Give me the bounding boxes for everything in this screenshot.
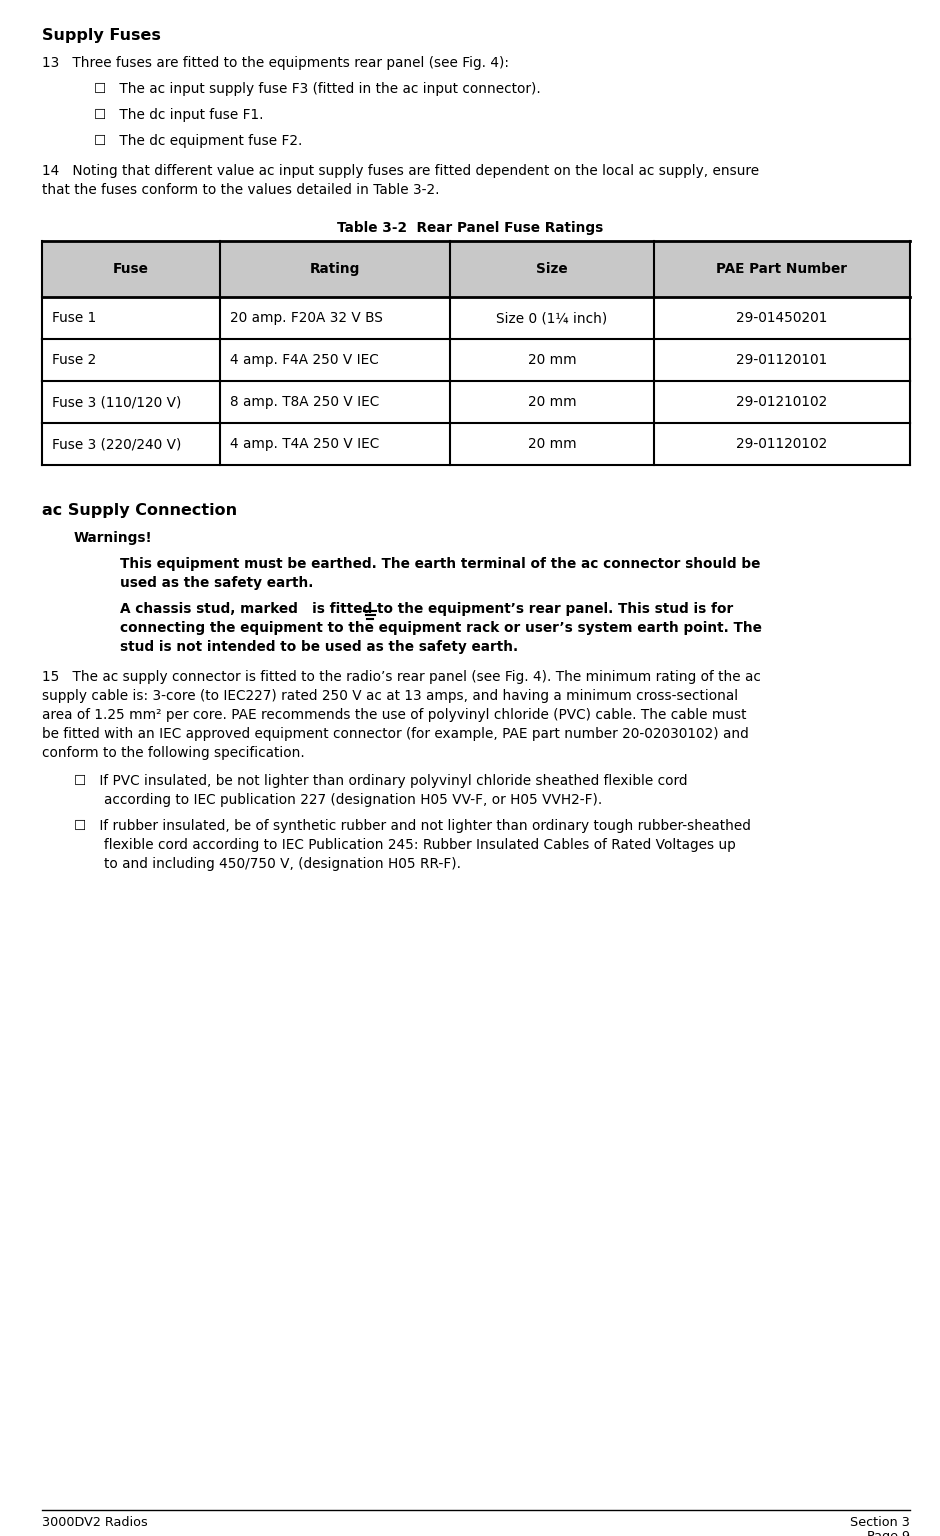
Text: Page 9: Page 9 — [867, 1530, 910, 1536]
Text: 29-01210102: 29-01210102 — [736, 395, 827, 409]
Text: to and including 450/750 V, (designation H05 RR-F).: to and including 450/750 V, (designation… — [104, 857, 461, 871]
Text: 29-01120102: 29-01120102 — [736, 438, 827, 452]
Text: ☐   If PVC insulated, be not lighter than ordinary polyvinyl chloride sheathed f: ☐ If PVC insulated, be not lighter than … — [74, 774, 687, 788]
Text: 3000DV2 Radios: 3000DV2 Radios — [42, 1516, 148, 1528]
Text: stud is not intended to be used as the safety earth.: stud is not intended to be used as the s… — [120, 641, 518, 654]
Text: This equipment must be earthed. The earth terminal of the ac connector should be: This equipment must be earthed. The eart… — [120, 558, 760, 571]
Text: conform to the following specification.: conform to the following specification. — [42, 746, 305, 760]
Bar — [42, 381, 910, 422]
Text: ☐   The dc input fuse F1.: ☐ The dc input fuse F1. — [94, 108, 263, 121]
Text: 29-01450201: 29-01450201 — [736, 310, 827, 326]
Text: 13   Three fuses are fitted to the equipments rear panel (see Fig. 4):: 13 Three fuses are fitted to the equipme… — [42, 55, 509, 71]
Text: Rating: Rating — [310, 263, 360, 276]
Text: PAE Part Number: PAE Part Number — [716, 263, 848, 276]
Text: Fuse 3 (110/120 V): Fuse 3 (110/120 V) — [52, 395, 181, 409]
Text: Table 3-2  Rear Panel Fuse Ratings: Table 3-2 Rear Panel Fuse Ratings — [337, 221, 603, 235]
Text: 14   Noting that different value ac input supply fuses are fitted dependent on t: 14 Noting that different value ac input … — [42, 164, 760, 178]
Text: 29-01120101: 29-01120101 — [736, 353, 827, 367]
Text: flexible cord according to IEC Publication 245: Rubber Insulated Cables of Rated: flexible cord according to IEC Publicati… — [104, 839, 736, 852]
Text: ac Supply Connection: ac Supply Connection — [42, 502, 237, 518]
Text: 4 amp. F4A 250 V IEC: 4 amp. F4A 250 V IEC — [230, 353, 379, 367]
Text: Fuse 1: Fuse 1 — [52, 310, 96, 326]
Bar — [42, 296, 910, 339]
Text: Section 3: Section 3 — [850, 1516, 910, 1528]
Bar — [42, 241, 910, 296]
Text: 8 amp. T8A 250 V IEC: 8 amp. T8A 250 V IEC — [230, 395, 379, 409]
Text: 20 mm: 20 mm — [527, 438, 576, 452]
Text: supply cable is: 3-core (to IEC227) rated 250 V ac at 13 amps, and having a mini: supply cable is: 3-core (to IEC227) rate… — [42, 690, 738, 703]
Text: according to IEC publication 227 (designation H05 VV-F, or H05 VVH2-F).: according to IEC publication 227 (design… — [104, 793, 603, 806]
Text: used as the safety earth.: used as the safety earth. — [120, 576, 313, 590]
Text: ☐   The dc equipment fuse F2.: ☐ The dc equipment fuse F2. — [94, 134, 303, 147]
Text: connecting the equipment to the equipment rack or user’s system earth point. The: connecting the equipment to the equipmen… — [120, 621, 762, 634]
Text: 20 mm: 20 mm — [527, 353, 576, 367]
Text: ☐   If rubber insulated, be of synthetic rubber and not lighter than ordinary to: ☐ If rubber insulated, be of synthetic r… — [74, 819, 751, 833]
Text: Fuse: Fuse — [113, 263, 149, 276]
Text: ☐   The ac input supply fuse F3 (fitted in the ac input connector).: ☐ The ac input supply fuse F3 (fitted in… — [94, 81, 540, 95]
Text: Fuse 3 (220/240 V): Fuse 3 (220/240 V) — [52, 438, 181, 452]
Text: Supply Fuses: Supply Fuses — [42, 28, 161, 43]
Text: Size: Size — [536, 263, 568, 276]
Bar — [42, 339, 910, 381]
Text: area of 1.25 mm² per core. PAE recommends the use of polyvinyl chloride (PVC) ca: area of 1.25 mm² per core. PAE recommend… — [42, 708, 746, 722]
Text: 20 amp. F20A 32 V BS: 20 amp. F20A 32 V BS — [230, 310, 383, 326]
Text: 20 mm: 20 mm — [527, 395, 576, 409]
Text: 15   The ac supply connector is fitted to the radio’s rear panel (see Fig. 4). T: 15 The ac supply connector is fitted to … — [42, 670, 760, 684]
Bar — [42, 422, 910, 465]
Text: be fitted with an IEC approved equipment connector (for example, PAE part number: be fitted with an IEC approved equipment… — [42, 727, 749, 740]
Text: Warnings!: Warnings! — [74, 531, 152, 545]
Text: that the fuses conform to the values detailed in Table 3-2.: that the fuses conform to the values det… — [42, 183, 440, 197]
Text: 4 amp. T4A 250 V IEC: 4 amp. T4A 250 V IEC — [230, 438, 379, 452]
Text: Size 0 (1¼ inch): Size 0 (1¼ inch) — [496, 310, 607, 326]
Text: Fuse 2: Fuse 2 — [52, 353, 96, 367]
Text: A chassis stud, marked   is fitted to the equipment’s rear panel. This stud is f: A chassis stud, marked is fitted to the … — [120, 602, 733, 616]
